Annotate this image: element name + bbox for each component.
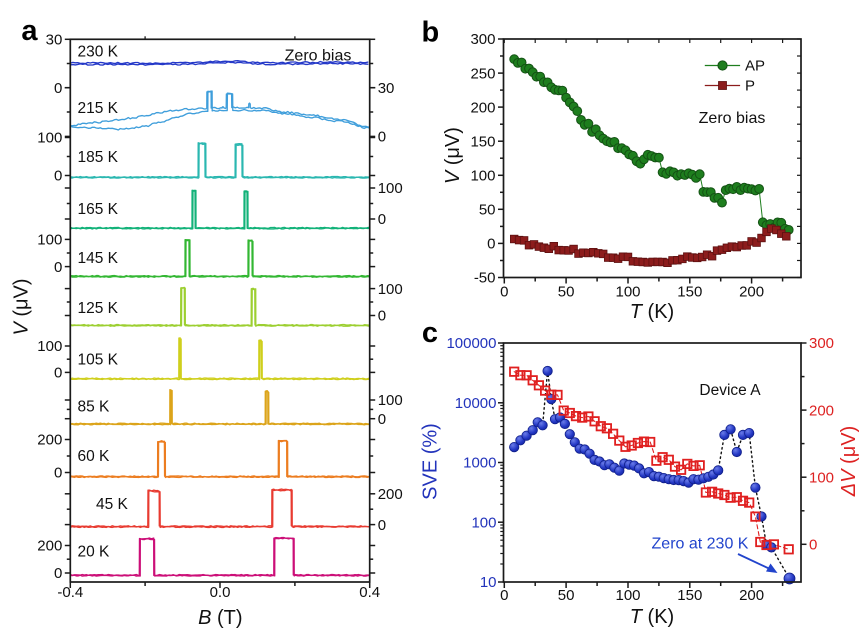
svg-text:150: 150: [470, 133, 495, 150]
svg-text:100: 100: [470, 168, 495, 185]
svg-text:145 K: 145 K: [78, 250, 119, 267]
svg-text:100000: 100000: [446, 335, 496, 352]
svg-text:50: 50: [558, 587, 575, 604]
svg-text:0: 0: [378, 211, 386, 228]
svg-text:0: 0: [378, 308, 386, 325]
svg-text:0.4: 0.4: [359, 584, 380, 601]
svg-text:200: 200: [378, 486, 403, 503]
svg-text:30: 30: [378, 80, 395, 97]
svg-text:100: 100: [471, 515, 496, 532]
svg-text:185 K: 185 K: [78, 149, 119, 166]
svg-text:100: 100: [37, 130, 62, 147]
svg-text:50: 50: [479, 202, 496, 219]
svg-text:0: 0: [487, 236, 495, 253]
svg-text:Device A: Device A: [699, 382, 761, 399]
svg-text:100: 100: [37, 338, 62, 355]
svg-text:230 K: 230 K: [78, 44, 119, 61]
svg-text:T (K): T (K): [630, 606, 674, 628]
svg-text:150: 150: [677, 587, 702, 604]
svg-text:200: 200: [470, 99, 495, 116]
svg-text:-0.4: -0.4: [57, 584, 83, 601]
svg-text:0: 0: [809, 537, 817, 554]
svg-text:300: 300: [470, 31, 495, 48]
svg-text:1000: 1000: [463, 455, 496, 472]
svg-text:100: 100: [37, 232, 62, 249]
svg-text:a: a: [21, 15, 38, 47]
svg-text:10000: 10000: [455, 395, 497, 412]
svg-text:0: 0: [54, 365, 62, 382]
svg-text:60 K: 60 K: [78, 448, 111, 465]
svg-text:100: 100: [378, 281, 403, 298]
svg-text:0: 0: [54, 565, 62, 582]
svg-text:V (μV): V (μV): [11, 278, 33, 335]
svg-text:150: 150: [677, 284, 702, 301]
svg-text:200: 200: [739, 284, 764, 301]
svg-text:Zero bias: Zero bias: [285, 48, 352, 65]
svg-text:0: 0: [54, 465, 62, 482]
svg-text:100: 100: [615, 284, 640, 301]
svg-text:100: 100: [615, 587, 640, 604]
svg-text:200: 200: [809, 402, 834, 419]
svg-text:0: 0: [500, 587, 508, 604]
svg-text:0: 0: [500, 284, 508, 301]
svg-text:200: 200: [739, 587, 764, 604]
svg-text:250: 250: [470, 65, 495, 82]
svg-text:100: 100: [378, 392, 403, 409]
svg-text:0: 0: [54, 259, 62, 276]
svg-text:125 K: 125 K: [78, 300, 119, 317]
svg-text:300: 300: [809, 335, 834, 352]
svg-text:100: 100: [378, 180, 403, 197]
svg-text:165 K: 165 K: [78, 201, 119, 218]
svg-text:0: 0: [378, 517, 386, 534]
svg-text:0: 0: [378, 129, 386, 146]
svg-text:85 K: 85 K: [78, 399, 111, 416]
svg-text:10: 10: [480, 574, 497, 591]
svg-text:Zero bias: Zero bias: [699, 110, 766, 127]
svg-text:0: 0: [378, 411, 386, 428]
svg-text:T (K): T (K): [630, 301, 674, 323]
svg-text:0.0: 0.0: [210, 584, 231, 601]
svg-text:200: 200: [37, 432, 62, 449]
svg-text:30: 30: [46, 32, 63, 49]
svg-text:105 K: 105 K: [78, 352, 119, 369]
svg-text:b: b: [421, 17, 439, 49]
svg-text:c: c: [422, 317, 438, 349]
svg-text:20 K: 20 K: [78, 544, 111, 561]
svg-text:Zero at 230 K: Zero at 230 K: [652, 536, 749, 553]
svg-text:50: 50: [558, 284, 575, 301]
svg-text:B (T): B (T): [198, 607, 242, 629]
svg-text:100: 100: [809, 469, 834, 486]
svg-text:P: P: [745, 78, 755, 95]
svg-text:ΔV (μV): ΔV (μV): [838, 426, 860, 498]
svg-text:V (μV): V (μV): [442, 127, 464, 184]
svg-text:SVE (%): SVE (%): [420, 423, 442, 500]
svg-text:0: 0: [54, 80, 62, 97]
svg-text:0: 0: [54, 168, 62, 185]
svg-text:200: 200: [37, 538, 62, 555]
svg-text:AP: AP: [745, 58, 765, 75]
svg-text:-50: -50: [474, 270, 496, 287]
svg-text:45 K: 45 K: [96, 496, 129, 513]
svg-text:215 K: 215 K: [78, 100, 119, 117]
